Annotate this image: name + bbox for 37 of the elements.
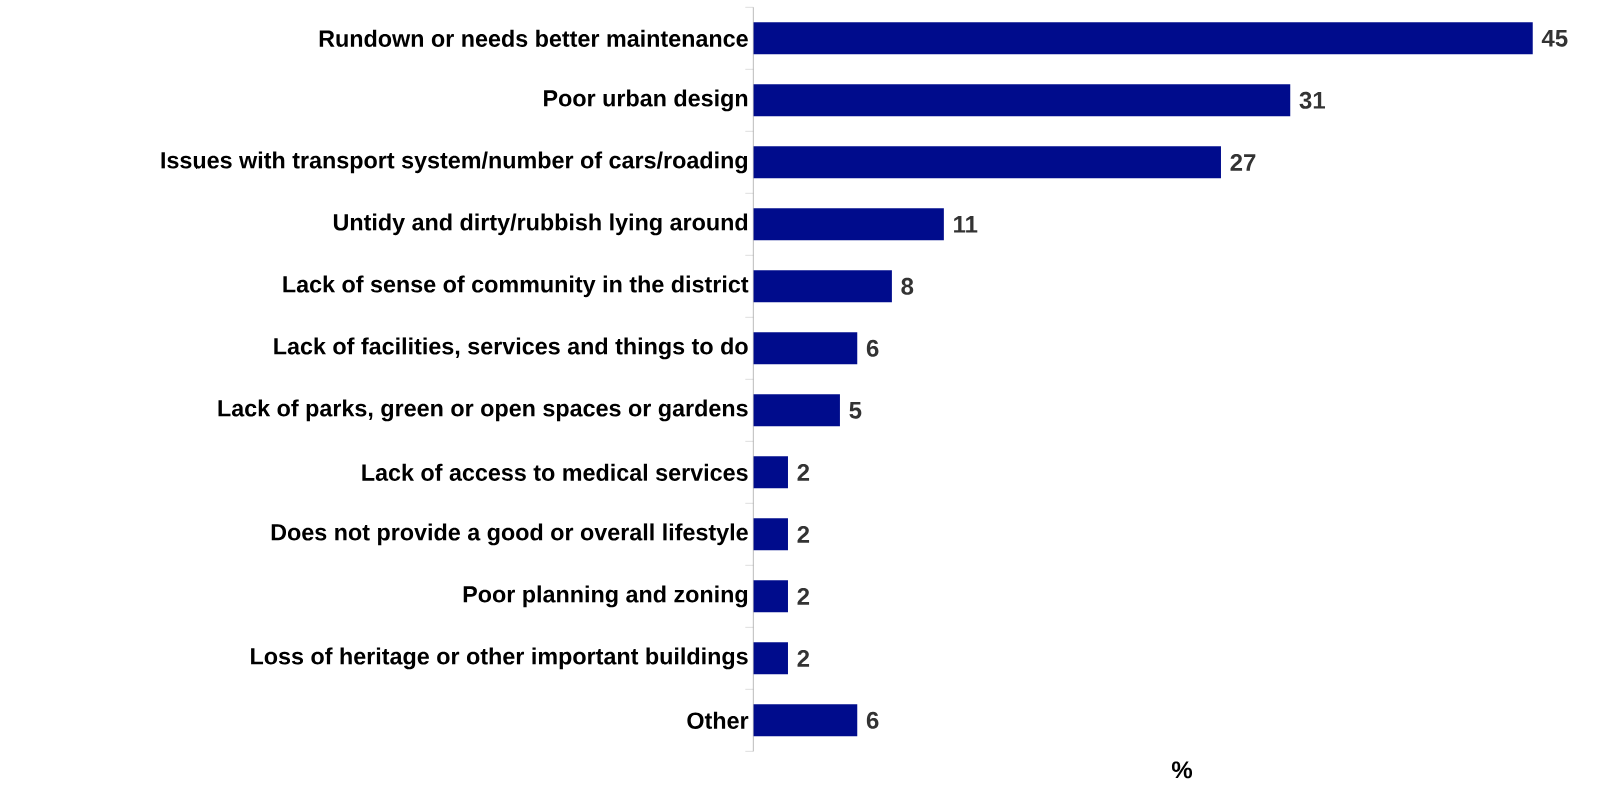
bar — [753, 456, 788, 489]
data-label: 2 — [797, 649, 810, 667]
bar — [753, 270, 892, 303]
data-label: 2 — [797, 587, 810, 605]
data-label: 6 — [866, 339, 879, 357]
y-tick-label: Does not provide a good or overall lifestyle — [271, 523, 748, 546]
y-tick-label: Lack of parks, green or open spaces or gardens — [218, 399, 748, 422]
data-label: 5 — [849, 401, 862, 419]
data-label: 2 — [797, 525, 810, 543]
y-tick-label: Lack of facilities, services and things to do — [274, 337, 748, 360]
bar — [753, 146, 1221, 179]
data-label: 45 — [1541, 29, 1568, 47]
data-label: 8 — [901, 277, 914, 295]
bar — [753, 642, 788, 675]
bar — [753, 580, 788, 613]
bar — [753, 208, 944, 241]
bar — [753, 394, 840, 427]
y-tick-label: Rundown or needs better maintenance — [319, 29, 748, 47]
y-tick-label: Lack of sense of community in the district — [283, 275, 749, 298]
data-label: 11 — [954, 216, 978, 233]
data-label: 31 — [1299, 91, 1325, 109]
bar — [753, 704, 858, 737]
y-tick-label: Untidy and dirty/rubbish lying around — [333, 213, 748, 236]
y-tick-label: Poor urban design — [544, 89, 748, 112]
y-tick-label: Other — [687, 711, 749, 729]
data-label: 6 — [866, 711, 879, 729]
bar — [753, 22, 1533, 55]
y-tick-label: Poor planning and zoning — [463, 585, 748, 608]
x-axis-title: % — [1171, 761, 1193, 779]
y-tick-label: Loss of heritage or other important buildings — [251, 647, 748, 670]
y-tick-label: Issues with transport system/number of cars/roading — [161, 151, 748, 174]
bar — [753, 332, 858, 365]
bar — [753, 84, 1291, 117]
y-tick-label: Lack of access to medical services — [362, 463, 748, 481]
data-label: 27 — [1230, 153, 1256, 171]
bar — [753, 518, 788, 551]
data-label: 2 — [797, 463, 810, 481]
